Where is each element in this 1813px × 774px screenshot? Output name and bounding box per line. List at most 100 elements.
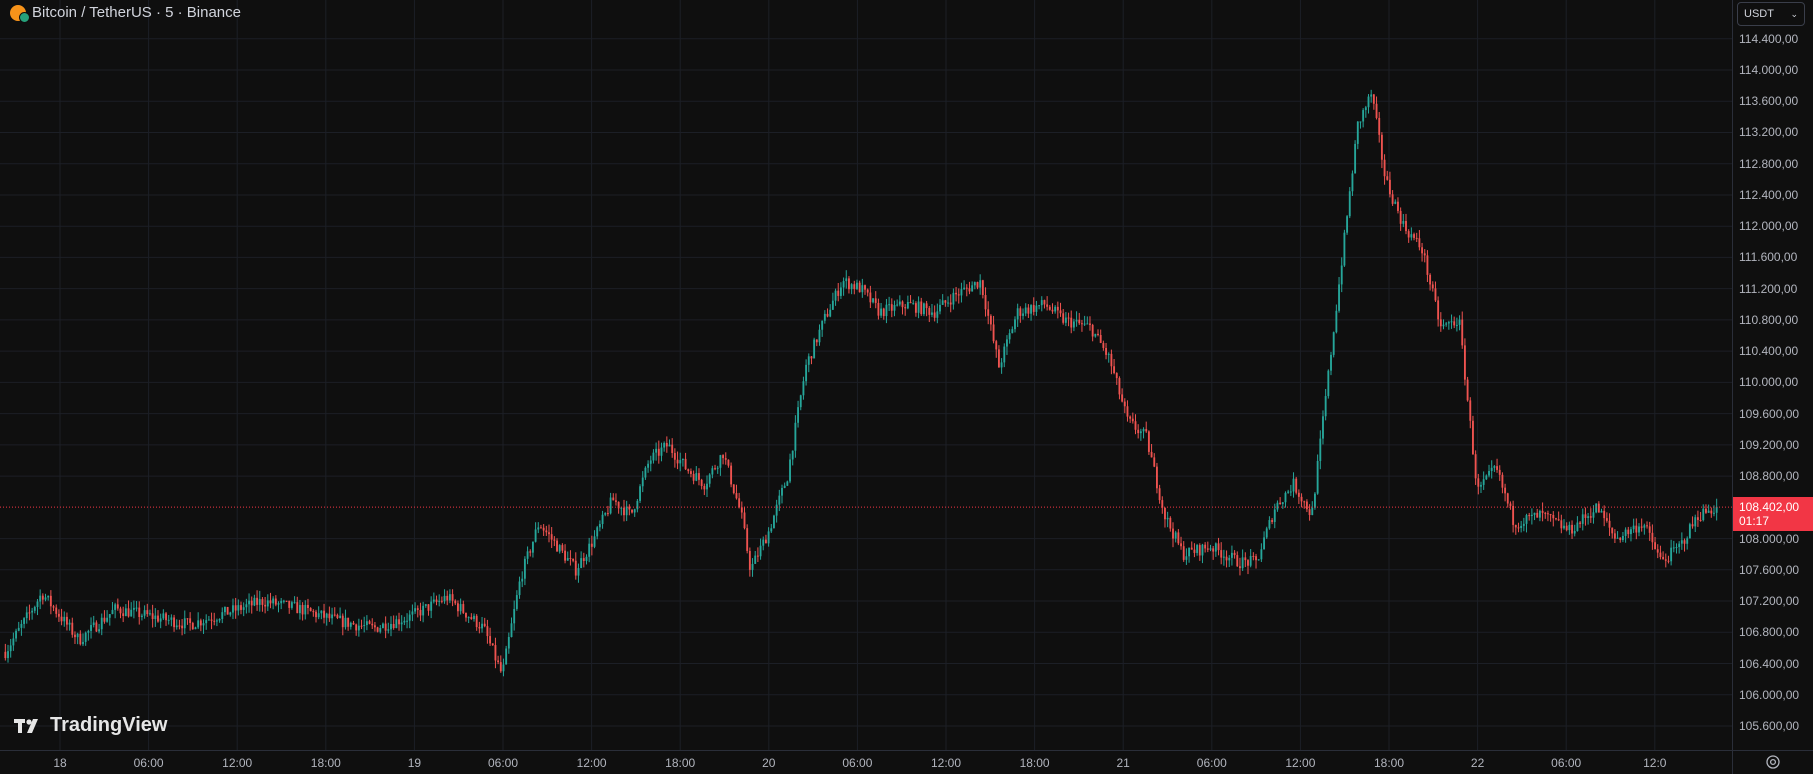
- candle-body: [617, 501, 620, 509]
- time-axis[interactable]: 18 06:00 12:00 18:00 19 06:00 12:00 18:00 20 06:0…: [0, 750, 1732, 774]
- candle-body: [526, 551, 529, 559]
- candle-body: [644, 467, 647, 478]
- candle-body: [931, 312, 933, 315]
- candle-body: [1397, 201, 1399, 211]
- tradingview-logo[interactable]: TradingView: [14, 714, 167, 737]
- candle-body: [813, 339, 816, 359]
- candle-body: [1627, 529, 1630, 535]
- price-axis[interactable]: 114.400,00 114.000,00 113.600,00 113.200,00…: [1732, 0, 1813, 750]
- candle-body: [1413, 234, 1415, 238]
- candle-body: [1667, 560, 1670, 562]
- candle-body: [1014, 319, 1016, 330]
- candle-body: [1097, 333, 1099, 335]
- candle-body: [572, 558, 575, 561]
- candle-body: [1651, 532, 1654, 543]
- candle-body: [1616, 537, 1619, 539]
- candle-body: [1705, 508, 1707, 513]
- price-tick-label: 107.600,00: [1739, 562, 1800, 577]
- settings-gear-icon[interactable]: [1765, 754, 1781, 770]
- candle-body: [301, 605, 304, 615]
- candle-body: [1155, 466, 1158, 489]
- candle-body: [631, 509, 633, 513]
- candle-body: [1351, 173, 1354, 192]
- price-tick-label: 107.200,00: [1739, 594, 1800, 609]
- candle-body: [47, 595, 50, 598]
- candle-body: [1710, 510, 1713, 514]
- candle-body: [1372, 94, 1375, 104]
- candle-body: [1102, 342, 1105, 348]
- candle-body: [1113, 366, 1116, 374]
- candle-body: [1308, 509, 1311, 515]
- candle-body: [818, 329, 821, 343]
- candle-body: [866, 289, 869, 293]
- candle-body: [1335, 310, 1338, 333]
- candle-body: [518, 581, 521, 596]
- chart-area[interactable]: Bitcoin / TetherUS · 5 · Binance Trading…: [0, 0, 1732, 750]
- candle-body: [1072, 321, 1075, 328]
- candle-body: [1656, 549, 1659, 553]
- candle-body: [735, 493, 738, 499]
- candle-body: [743, 512, 746, 529]
- candle-body: [671, 444, 674, 454]
- candle-body: [347, 617, 350, 627]
- candle-body: [714, 468, 716, 470]
- time-tick-label: 12:00: [576, 756, 607, 770]
- candle-body: [1429, 274, 1432, 285]
- candle-body: [1525, 515, 1528, 524]
- candle-body: [1571, 524, 1573, 534]
- candle-body: [60, 616, 63, 622]
- time-tick-label: 22: [1470, 756, 1485, 770]
- candle-body: [751, 563, 754, 570]
- time-tick-label: 06:00: [487, 756, 519, 770]
- candle-body: [68, 622, 71, 625]
- candle-body: [773, 515, 775, 529]
- candle-body: [1201, 544, 1204, 556]
- candle-body: [880, 308, 883, 316]
- candle-body: [681, 458, 684, 461]
- candle-body: [478, 627, 481, 629]
- candle-body: [106, 617, 109, 622]
- candle-body: [315, 611, 317, 618]
- candle-body: [1437, 300, 1440, 320]
- candle-body: [585, 556, 588, 561]
- candle-body: [1549, 514, 1552, 516]
- candle-body: [1394, 201, 1397, 204]
- candle-body: [435, 599, 438, 602]
- candle-body: [390, 623, 392, 630]
- candle-body: [454, 600, 457, 604]
- candle-body: [1482, 479, 1485, 485]
- time-tick-label: 12:00: [930, 756, 962, 770]
- candle-body: [1354, 143, 1357, 174]
- candle-body: [1035, 305, 1038, 312]
- symbol-header[interactable]: Bitcoin / TetherUS · 5 · Binance: [10, 4, 241, 23]
- candle-body: [341, 615, 344, 628]
- candle-body: [989, 315, 992, 325]
- currency-select[interactable]: USDT ⌄: [1737, 2, 1805, 26]
- candle-body: [1110, 353, 1113, 367]
- candle-body: [1222, 556, 1225, 558]
- candle-body: [700, 479, 703, 486]
- candle-body: [1555, 518, 1557, 520]
- candle-body: [1038, 305, 1041, 307]
- candle-body: [826, 313, 829, 317]
- candle-body: [1257, 559, 1260, 561]
- candle-body: [963, 287, 966, 290]
- candle-body: [1536, 512, 1539, 518]
- candle-body: [36, 601, 39, 608]
- candle-body: [853, 284, 856, 290]
- candle-body: [1597, 503, 1600, 513]
- candle-body: [382, 623, 384, 629]
- candle-body: [684, 458, 687, 470]
- price-chart[interactable]: [0, 0, 1732, 750]
- candle-body: [1600, 510, 1603, 513]
- candle-body: [537, 527, 540, 530]
- candle-body: [280, 600, 283, 604]
- candle-body: [159, 618, 162, 622]
- candle-body: [593, 536, 596, 547]
- candle-body: [7, 651, 9, 659]
- candle-body: [1635, 525, 1638, 533]
- candle-body: [1142, 429, 1145, 432]
- candle-body: [373, 625, 376, 628]
- candle-body: [84, 632, 87, 642]
- candle-body: [1158, 488, 1161, 501]
